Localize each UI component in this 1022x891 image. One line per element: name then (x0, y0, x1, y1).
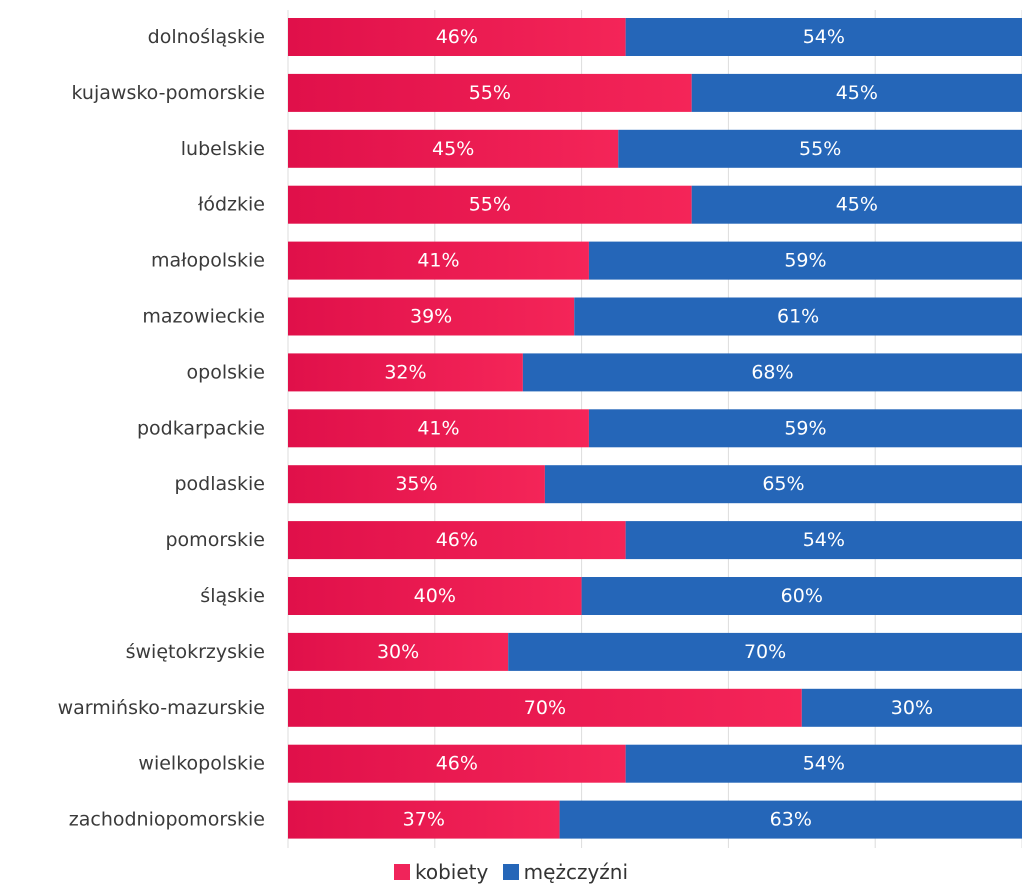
legend-label-kobiety: kobiety (414, 860, 489, 884)
category-label: mazowieckie (142, 306, 265, 328)
bar-mezczyzni (508, 632, 1022, 671)
bar-kobiety (288, 688, 802, 727)
bar-kobiety (288, 465, 545, 504)
bar-kobiety (288, 744, 626, 783)
category-label: świętokrzyskie (126, 641, 265, 663)
bar-kobiety (288, 297, 575, 336)
legend-item-mezczyzni: mężczyźni (502, 860, 629, 884)
bar-kobiety (288, 353, 523, 392)
data-label: 40% (414, 585, 456, 607)
category-label: zachodniopomorskie (69, 809, 265, 831)
bar-kobiety (288, 632, 509, 671)
legend-label-mezczyzni: mężczyźni (523, 860, 629, 884)
bar-mezczyzni (559, 800, 1022, 839)
data-label: 63% (770, 809, 812, 831)
data-label: 55% (469, 82, 511, 104)
data-label: 54% (803, 753, 845, 775)
category-label: pomorskie (166, 529, 266, 551)
bar-kobiety (288, 185, 692, 224)
bar-kobiety (288, 129, 619, 168)
category-label: opolskie (187, 361, 265, 383)
legend-item-kobiety: kobiety (393, 860, 489, 884)
data-label: 70% (524, 697, 566, 719)
data-label: 55% (469, 194, 511, 216)
data-label: 41% (417, 417, 459, 439)
data-label: 46% (436, 529, 478, 551)
category-label: warmińsko-mazurskie (58, 697, 265, 719)
bar-mezczyzni (588, 241, 1022, 280)
bar-mezczyzni (522, 353, 1022, 392)
bar-kobiety (288, 800, 560, 839)
bar-mezczyzni (618, 129, 1022, 168)
bar-mezczyzni (691, 73, 1022, 112)
data-label: 45% (836, 194, 878, 216)
bar-mezczyzni (581, 577, 1022, 615)
data-label: 54% (803, 529, 845, 551)
category-label: wielkopolskie (138, 753, 265, 775)
category-label: lubelskie (181, 138, 265, 160)
bars (288, 18, 1022, 839)
data-label: 45% (836, 82, 878, 104)
legend-swatch-kobiety (393, 864, 410, 880)
category-label: łódzkie (198, 194, 265, 216)
bar-kobiety (288, 241, 589, 280)
bar-mezczyzni (544, 465, 1022, 504)
category-label: kujawsko-pomorskie (72, 82, 265, 104)
bar-mezczyzni (625, 521, 1022, 560)
bar-kobiety (288, 521, 626, 560)
bar-mezczyzni (801, 688, 1022, 727)
bar-mezczyzni (574, 297, 1022, 336)
data-label: 39% (410, 306, 452, 328)
data-label: 70% (744, 641, 786, 663)
data-label: 37% (403, 809, 445, 831)
bar-mezczyzni (625, 744, 1022, 783)
category-label: małopolskie (151, 250, 265, 272)
data-label: 60% (781, 585, 823, 607)
data-label: 35% (395, 473, 437, 495)
data-label: 41% (417, 250, 459, 272)
data-label: 30% (891, 697, 933, 719)
legend: kobiety mężczyźni (0, 860, 1022, 884)
bar-kobiety (288, 18, 626, 56)
category-label: śląskie (200, 585, 265, 607)
data-label: 30% (377, 641, 419, 663)
bar-kobiety (288, 409, 589, 448)
data-label: 59% (784, 417, 826, 439)
bar-mezczyzni (588, 409, 1022, 448)
bar-kobiety (288, 73, 692, 112)
category-label: dolnośląskie (148, 26, 265, 48)
data-label: 59% (784, 250, 826, 272)
category-label: podkarpackie (137, 417, 265, 439)
data-label: 46% (436, 753, 478, 775)
data-label: 65% (762, 473, 804, 495)
bar-mezczyzni (691, 185, 1022, 224)
labels: dolnośląskie 46% 54% kujawsko-pomorskie 55% 4… (58, 26, 933, 831)
data-label: 61% (777, 306, 819, 328)
data-label: 55% (799, 138, 841, 160)
bar-mezczyzni (625, 18, 1022, 56)
category-label: podlaskie (174, 473, 265, 495)
data-label: 68% (751, 361, 793, 383)
data-label: 32% (384, 361, 426, 383)
legend-swatch-mezczyzni (502, 864, 519, 880)
data-label: 45% (432, 138, 474, 160)
data-label: 46% (436, 26, 478, 48)
bar-kobiety (288, 577, 582, 615)
chart: dolnośląskie 46% 54% kujawsko-pomorskie 55% 4… (58, 10, 1022, 848)
data-label: 54% (803, 26, 845, 48)
